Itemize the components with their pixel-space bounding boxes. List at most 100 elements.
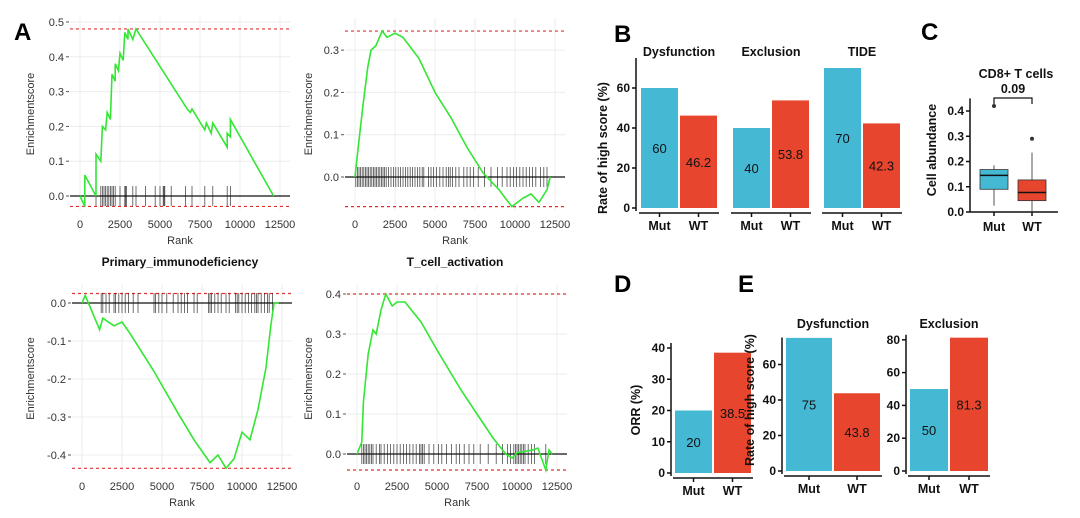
x-axis-label: Rank	[444, 497, 470, 509]
y-tick-label: 40	[763, 393, 777, 407]
x-tick-label: 10000	[500, 219, 531, 231]
y-tick-label: 0.4	[947, 104, 964, 118]
y-axis-label: ORR (%)	[629, 385, 643, 436]
bar-wt	[834, 393, 880, 471]
y-tick-label: -0.1	[47, 336, 66, 348]
x-tick-label: 2500	[383, 219, 407, 231]
y-tick-label: 40	[887, 398, 901, 412]
y-tick-label: 20	[763, 429, 777, 443]
x-tick-label: 7500	[188, 219, 212, 231]
gsea-plot-2: 0 2500 5000 7500 10000 12500 0.0 0.1 0.2 0.3 Rank E…	[303, 18, 570, 269]
bar-value-label: 75	[802, 397, 816, 412]
y-tick-label: 0.1	[947, 180, 964, 194]
bar-mut	[824, 68, 861, 208]
y-tick-label: 0.2	[947, 155, 964, 169]
y-tick-label: 60	[617, 81, 631, 95]
y-tick-label: 40	[652, 341, 666, 355]
x-category-label: WT	[872, 219, 892, 233]
gsea-plot-1: 0 2500 5000 7500 10000 12500 0.0 0.1 0.2 0.3 0.4 0.…	[25, 17, 295, 269]
y-tick-label: -0.4	[47, 450, 66, 462]
y-tick-label: 0.5	[49, 17, 64, 29]
x-category-label: WT	[1022, 220, 1042, 234]
x-axis-label: Rank	[442, 235, 468, 247]
bar-wt	[680, 115, 717, 208]
bar-value-label: 60	[652, 141, 666, 156]
bar-value-label: 43.8	[844, 425, 869, 440]
y-tick-label: 0.3	[324, 45, 339, 57]
x-tick-label: 12500	[540, 219, 571, 231]
x-tick-label: 7500	[465, 481, 489, 493]
y-axis-label: Enrichmentscore	[303, 337, 315, 420]
x-axis-label: Rank	[169, 497, 195, 509]
x-tick-label: 12500	[542, 481, 573, 493]
y-tick-label: -0.2	[47, 374, 66, 386]
x-tick-label: 7500	[190, 481, 214, 493]
box-wt	[1017, 179, 1047, 202]
x-tick-label: 5000	[423, 219, 447, 231]
y-tick-label: 0.0	[49, 191, 64, 203]
y-axis-label: Enrichmentscore	[303, 73, 315, 156]
panel-letter-c: C	[921, 19, 938, 46]
bar-value-label: 46.2	[686, 155, 711, 170]
bar-mut	[786, 337, 832, 471]
y-axis-label: Rate of high score (%)	[596, 82, 610, 214]
plot-title: CD8+ T cells	[979, 67, 1054, 81]
y-tick-label: 0.0	[51, 298, 66, 310]
panel-e-bar-chart: 0 20 40 60 75 Mut 43.8 WT Dysfunction 0 20 40 60 80 50…	[743, 317, 990, 496]
x-category-label: Mut	[831, 219, 854, 233]
bar-mut	[910, 389, 948, 471]
y-tick-label: -0.3	[47, 412, 66, 424]
enrichment-score-curve	[81, 293, 279, 470]
x-category-label: Mut	[648, 219, 671, 233]
x-tick-label: 12500	[267, 481, 298, 493]
y-tick-label: 0.3	[947, 129, 964, 143]
y-tick-label: 0	[893, 464, 900, 478]
panel-letter-e: E	[738, 271, 754, 298]
bar-value-label: 53.8	[778, 147, 803, 162]
x-category-label: Mut	[740, 219, 763, 233]
bar-value-label: 40	[744, 161, 758, 176]
y-tick-label: 0	[623, 201, 630, 215]
bar-mut	[733, 128, 770, 208]
y-axis-label: Cell abundance	[925, 104, 939, 196]
x-tick-label: 10000	[502, 481, 533, 493]
x-tick-label: 0	[352, 219, 358, 231]
bar-value-label: 20	[686, 435, 700, 450]
x-category-label: WT	[689, 219, 709, 233]
y-tick-label: 0.0	[326, 449, 341, 461]
bar-value-label: 42.3	[869, 159, 894, 174]
x-tick-label: 0	[79, 481, 85, 493]
x-tick-label: 12500	[265, 219, 296, 231]
panel-letter-b: B	[614, 21, 631, 48]
significance-bracket	[993, 97, 1033, 104]
bar-value-label: 81.3	[956, 397, 981, 412]
bar-mut	[675, 410, 712, 473]
y-tick-label: 0.4	[49, 52, 64, 64]
bar-value-label: 70	[835, 131, 849, 146]
x-tick-label: 2500	[108, 219, 132, 231]
p-value-label: 0.09	[1001, 82, 1025, 96]
y-tick-label: 80	[887, 333, 901, 347]
y-tick-label: 60	[763, 358, 777, 372]
enrichment-score-curve	[356, 291, 553, 474]
y-tick-label: 0.0	[947, 205, 964, 219]
x-tick-label: 2500	[110, 481, 134, 493]
x-category-label: WT	[781, 219, 801, 233]
y-tick-label: 0.1	[324, 130, 339, 142]
y-axis-label: Enrichmentscore	[25, 73, 37, 156]
y-axis-label: Rate of high score (%)	[743, 334, 757, 466]
y-tick-label: 0.2	[326, 369, 341, 381]
plot-title: T_cell_activation	[407, 255, 504, 269]
y-tick-label: 0.3	[49, 87, 64, 99]
y-tick-label: 0	[769, 464, 776, 478]
y-tick-label: 60	[887, 366, 901, 380]
outlier-point	[1030, 136, 1034, 141]
x-axis-label: Rank	[167, 235, 193, 247]
x-category-label: Mut	[682, 484, 705, 498]
x-tick-label: 2500	[385, 481, 409, 493]
y-tick-label: 0.3	[326, 329, 341, 341]
y-tick-label: 30	[652, 372, 666, 386]
y-tick-label: 20	[887, 431, 901, 445]
y-tick-label: 0.0	[324, 172, 339, 184]
